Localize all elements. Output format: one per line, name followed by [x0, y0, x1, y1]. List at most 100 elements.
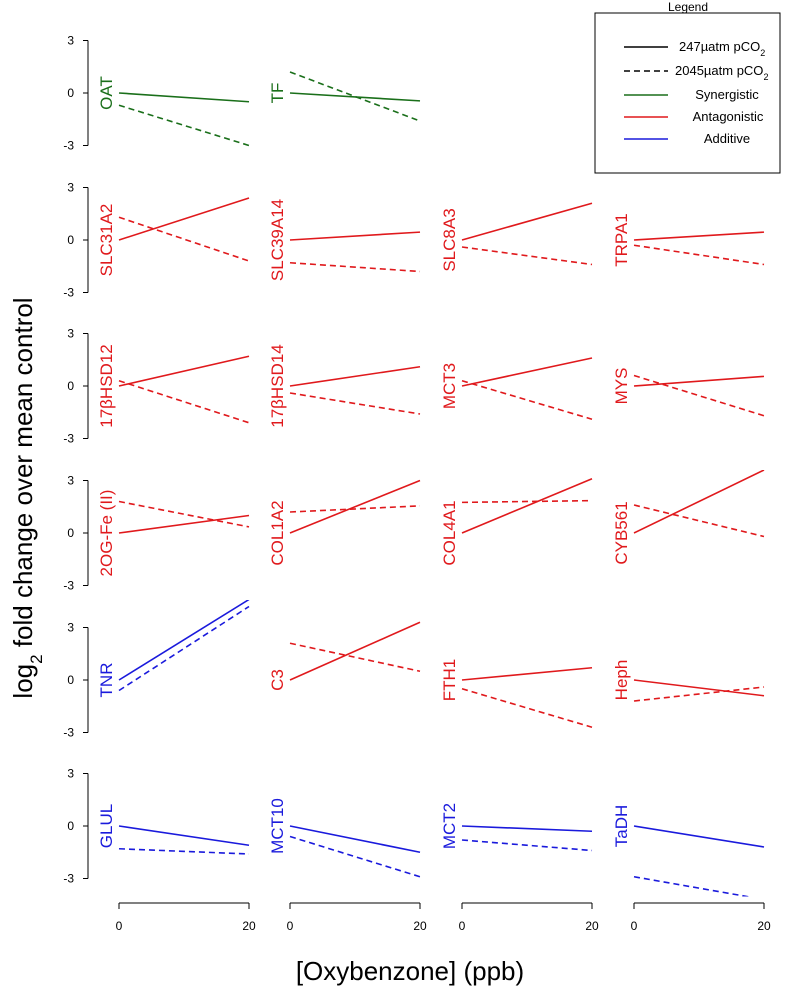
y-tick-label: -3 [63, 872, 74, 886]
series-line-low-pco2 [118, 355, 250, 387]
series-line-high-pco2 [289, 505, 421, 513]
gene-label: SLC31A2 [97, 204, 116, 277]
panel-tadh [633, 825, 765, 897]
gene-label: TaDH [612, 805, 631, 848]
series-line-high-pco2 [289, 261, 421, 273]
gene-label: TNR [97, 663, 116, 698]
y-tick-label: 3 [67, 621, 74, 635]
panel-slc31a2 [118, 197, 250, 262]
gene-label: 17βHSD12 [97, 344, 116, 428]
series-line-low-pco2 [461, 202, 593, 241]
series-line-low-pco2 [289, 231, 421, 241]
gene-label: COL4A1 [440, 500, 459, 565]
gene-label: Heph [612, 660, 631, 701]
panel-17-hsd14 [289, 365, 421, 415]
series-line-high-pco2 [118, 500, 250, 528]
legend-antagonistic-label: Antagonistic [693, 109, 764, 124]
panel-col1a2 [289, 479, 421, 534]
y-axis-row-3: 3 0 -3 [63, 474, 89, 593]
y-tick-label: 3 [67, 767, 74, 781]
series-line-low-pco2 [118, 825, 250, 847]
y-tick-label: -3 [63, 726, 74, 740]
panel-grid: 3 0 -3 3 0 -3 3 0 -3 3 0 -3 3 0 -3 3 0 -3 OAT TF SLC31A2 SLC3… [63, 34, 765, 897]
x-tick-label: 20 [242, 919, 256, 933]
y-tick-label: 0 [67, 233, 74, 247]
gene-label: TF [268, 83, 287, 104]
y-tick-label: 0 [67, 526, 74, 540]
y-tick-label: 0 [67, 86, 74, 100]
panel-tnr [118, 600, 250, 692]
y-tick-label: 3 [67, 181, 74, 195]
gene-label: GLUL [97, 804, 116, 848]
y-tick-label: 0 [67, 673, 74, 687]
series-line-low-pco2 [289, 92, 421, 102]
series-line-high-pco2 [118, 104, 250, 147]
series-line-high-pco2 [118, 379, 250, 424]
series-line-high-pco2 [461, 687, 593, 729]
legend-low-pco2-label-text: 247µatm pCO [679, 39, 760, 54]
series-line-high-pco2 [633, 686, 765, 702]
gene-label: SLC39A14 [268, 199, 287, 281]
y-tick-label: 3 [67, 474, 74, 488]
series-line-low-pco2 [633, 470, 765, 534]
series-line-high-pco2 [633, 875, 752, 897]
series-line-low-pco2 [633, 825, 765, 848]
y-axis-row-1: 3 0 -3 [63, 181, 89, 300]
y-tick-label: -3 [63, 139, 74, 153]
gene-label: SLC8A3 [440, 208, 459, 271]
series-line-low-pco2 [461, 357, 593, 387]
x-tick-label: 20 [413, 919, 427, 933]
y-tick-label: 0 [67, 379, 74, 393]
series-line-high-pco2 [289, 642, 421, 673]
panel-17-hsd12 [118, 355, 250, 424]
gene-label: COL1A2 [268, 500, 287, 565]
x-axes: 0 20 0 20 0 20 0 20 [116, 902, 771, 933]
series-line-high-pco2 [118, 847, 250, 855]
x-axis-col-3: 0 20 [631, 902, 771, 933]
panel-mys [633, 374, 765, 417]
panel-mct3 [461, 357, 593, 421]
panel-col4a1 [461, 478, 593, 534]
legend-high-pco2-label-sub: 2 [763, 72, 768, 82]
x-tick-label: 0 [287, 919, 294, 933]
gene-label: MCT2 [440, 803, 459, 849]
series-line-low-pco2 [633, 375, 765, 387]
y-axis-title-subscript: 2 [27, 654, 46, 663]
gene-label: 17βHSD14 [268, 344, 287, 428]
series-line-high-pco2 [633, 244, 765, 266]
gene-label: FTH1 [440, 659, 459, 702]
y-tick-label: -3 [63, 286, 74, 300]
series-line-low-pco2 [461, 825, 593, 833]
series-line-low-pco2 [633, 231, 765, 241]
series-line-low-pco2 [461, 666, 593, 681]
y-axis-row-5: 3 0 -3 [63, 767, 89, 886]
gene-label: OAT [97, 76, 116, 110]
y-tick-label: -3 [63, 579, 74, 593]
y-axis-row-2: 3 0 -3 [63, 327, 89, 446]
panel-oat [118, 92, 250, 147]
y-tick-label: 0 [67, 819, 74, 833]
x-axis-title: [Oxybenzone] (ppb) [296, 956, 524, 986]
series-line-high-pco2 [633, 504, 765, 538]
legend-synergistic-label: Synergistic [695, 87, 759, 102]
panel-tf [289, 71, 421, 122]
x-axis-col-0: 0 20 [116, 902, 256, 933]
y-axis-title-prefix: log [8, 664, 38, 699]
gene-label: 2OG-Fe (II) [97, 490, 116, 577]
legend: Legend 247µatm pCO2 2045µatm pCO2 Synerg… [594, 0, 781, 174]
panel-mct2 [461, 825, 593, 852]
gene-label: TRPA1 [612, 213, 631, 267]
gene-label: C3 [268, 669, 287, 691]
y-axis-row-4: 3 0 -3 [63, 621, 89, 740]
series-line-high-pco2 [461, 499, 593, 504]
y-axis-row-0: 3 0 -3 [63, 34, 89, 153]
series-line-low-pco2 [118, 514, 250, 534]
legend-high-pco2-label: 2045µatm pCO2 [675, 63, 768, 82]
y-tick-label: 3 [67, 34, 74, 48]
legend-additive-label: Additive [704, 131, 750, 146]
series-line-high-pco2 [461, 839, 593, 852]
series-line-high-pco2 [289, 835, 421, 878]
panel-trpa1 [633, 231, 765, 266]
panel-mct10 [289, 825, 421, 878]
series-line-low-pco2 [289, 825, 421, 854]
